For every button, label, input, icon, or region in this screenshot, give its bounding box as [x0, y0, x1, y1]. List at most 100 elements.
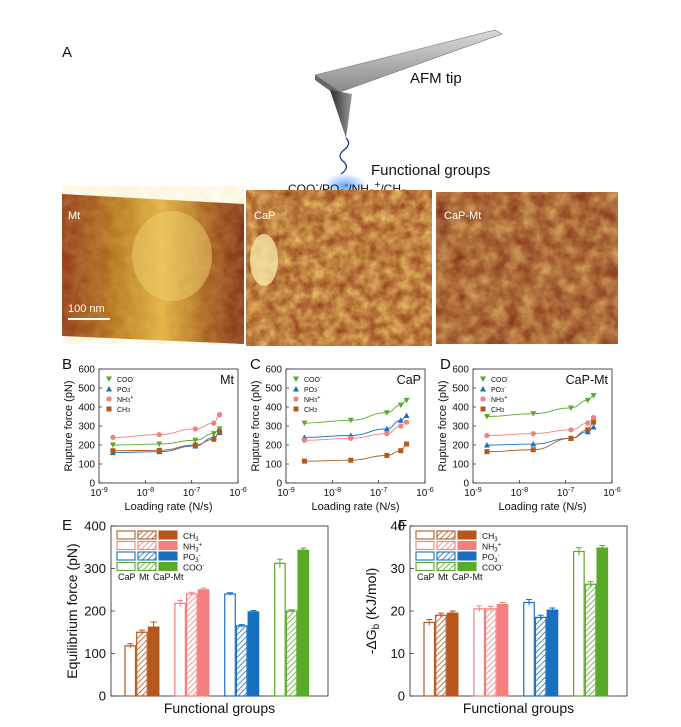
legend-swatch-coo — [457, 561, 477, 572]
bar-po3 — [523, 601, 535, 697]
bar-panel-e: E 0 100 200 300 400 Functional groups Equilibri… — [62, 517, 329, 716]
y-tick-label: 30 — [391, 561, 405, 576]
legend-substrate-label: CaP-Mt — [153, 572, 184, 582]
afm-image-cap: CaP — [246, 190, 432, 346]
bar-nh3 — [185, 593, 198, 697]
marker-coo — [192, 437, 199, 444]
y-axis-label: Rupture force (pN) — [250, 380, 262, 471]
fit-line-nh3 — [304, 421, 407, 441]
legend-swatch-nh3 — [415, 540, 435, 551]
legend-swatch-nh3 — [158, 540, 178, 551]
legend-substrate-label: CaP — [417, 572, 435, 582]
marker-nh3 — [484, 432, 490, 439]
marker-ch3 — [384, 452, 390, 458]
legend-label-coo: COO- — [491, 375, 509, 384]
marker-coo — [383, 410, 390, 416]
marker-coo — [530, 411, 537, 417]
marker-coo — [109, 442, 116, 448]
fit-line-ch3 — [486, 421, 594, 453]
panel-letter-d: D — [440, 356, 451, 373]
marker-ch3 — [192, 442, 198, 448]
marker-ch3 — [484, 449, 490, 455]
legend-label-nh3: NH3+ — [183, 542, 203, 554]
legend-label-ch3: CH3 — [304, 407, 317, 414]
marker-ch3 — [211, 436, 217, 442]
legend-swatch-ch3 — [158, 530, 178, 540]
fit-line-nh3 — [486, 417, 594, 436]
fit-line-po3 — [304, 415, 407, 438]
marker-nh3 — [590, 414, 597, 421]
legend-label-po3: PO3- — [183, 552, 201, 564]
marker-coo — [216, 426, 223, 432]
legend-swatch-nh3 — [457, 540, 477, 551]
marker-coo — [397, 402, 404, 409]
marker-ch3 — [480, 406, 486, 412]
x-tick-label: 10-7 — [183, 485, 201, 499]
legend-label-nh3: NH3+ — [491, 395, 507, 404]
panel-title: Mt — [220, 373, 234, 387]
y-tick-label: 0 — [89, 479, 95, 490]
scatter-panel-d: D 0 100 200 300 400 500 600 10-9 10-8 10-7 10-6 Load… — [437, 356, 621, 513]
bar-po3 — [546, 609, 559, 697]
legend-label-ch3: CH3 — [491, 407, 504, 414]
marker-nh3 — [293, 396, 299, 402]
x-tick-label: 10-6 — [603, 485, 621, 499]
x-axis-label: Functional groups — [463, 700, 574, 716]
marker-nh3 — [301, 437, 308, 443]
marker-po3 — [530, 441, 537, 447]
y-axis-label: -ΔGb (KJ/mol) — [363, 568, 382, 654]
x-axis-label: Loading rate (N/s) — [124, 501, 212, 513]
bar-coo — [573, 550, 585, 697]
y-tick-label: 100 — [265, 460, 282, 471]
legend-swatch-po3 — [457, 551, 477, 561]
marker-nh3 — [348, 435, 354, 441]
marker-coo — [590, 393, 597, 399]
marker-ch3 — [591, 419, 597, 425]
afm-tip-schematic — [314, 29, 503, 199]
marker-ch3 — [398, 448, 404, 454]
panel-letter-f: F — [398, 517, 407, 534]
legend-substrate-label: Mt — [139, 572, 149, 582]
panel-letter-e: E — [62, 517, 72, 534]
bar-ch3 — [423, 621, 436, 697]
marker-ch3 — [110, 448, 116, 454]
marker-po3 — [480, 386, 486, 392]
bar-coo — [285, 610, 298, 697]
legend-swatch-coo — [158, 561, 178, 572]
legend-label-po3: PO3- — [117, 385, 132, 394]
y-tick-label: 200 — [78, 441, 95, 452]
afm-image-cap-mt: CaP-Mt — [436, 192, 618, 344]
scatter-panel-b: B 0 100 200 300 400 500 600 10-9 10-8 10-7 10-6 Load… — [62, 356, 247, 513]
bar-nh3 — [496, 604, 509, 697]
bar-coo — [596, 547, 609, 697]
y-tick-label: 20 — [391, 604, 405, 619]
marker-coo — [347, 417, 354, 424]
legend-swatch-nh3 — [137, 540, 157, 551]
marker-ch3 — [348, 457, 354, 463]
marker-nh3 — [106, 396, 112, 402]
y-tick-label: 200 — [84, 604, 106, 619]
y-tick-label: 10 — [391, 646, 405, 661]
bar-nh3 — [473, 608, 485, 697]
scale-bar — [68, 318, 110, 320]
y-tick-label: 500 — [265, 384, 282, 395]
marker-ch3 — [156, 447, 162, 453]
legend-swatch-ch3 — [137, 530, 157, 540]
scale-bar-label: 100 nm — [68, 303, 105, 315]
marker-nh3 — [192, 426, 198, 432]
afm-image-mt: Mt 100 nm — [62, 186, 244, 344]
marker-nh3 — [568, 427, 574, 433]
y-tick-label: 400 — [265, 403, 282, 414]
y-tick-label: 500 — [78, 384, 95, 395]
bar-ch3 — [124, 645, 137, 697]
marker-nh3 — [585, 420, 591, 426]
panel-letter-c: C — [250, 356, 261, 373]
legend-swatch-po3 — [415, 551, 435, 561]
bar-coo — [297, 549, 310, 697]
bar-ch3 — [136, 631, 148, 697]
y-tick-label: 100 — [78, 460, 95, 471]
legend-label-ch3: CH3 — [117, 407, 130, 414]
marker-ch3 — [301, 458, 307, 464]
y-tick-label: 0 — [276, 479, 282, 490]
functional-groups-label: Functional groups — [371, 162, 491, 179]
